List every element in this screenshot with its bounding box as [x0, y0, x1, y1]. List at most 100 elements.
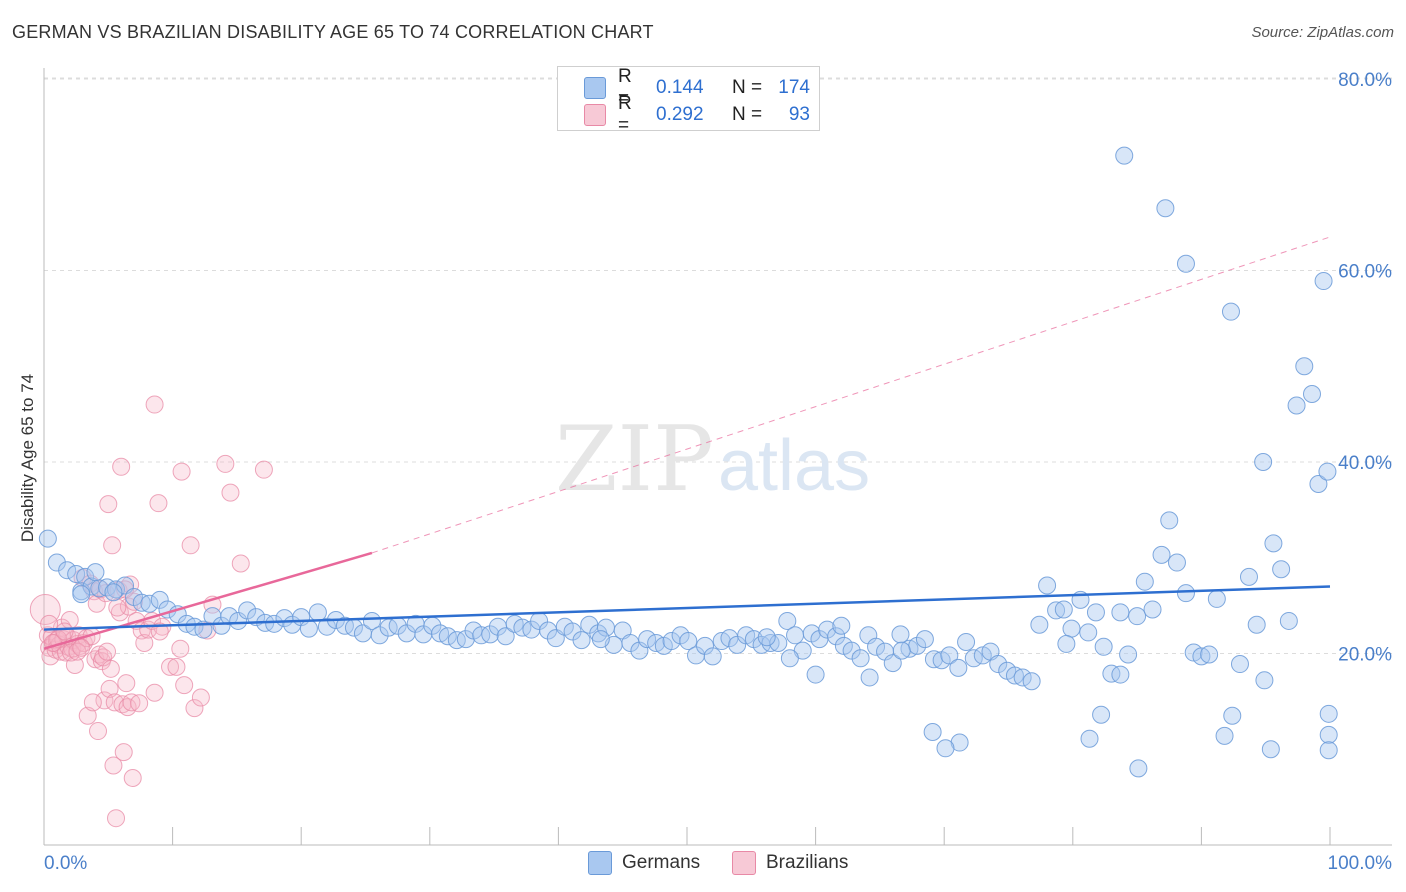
german-point [229, 611, 248, 630]
y-tick-label: 60.0% [1338, 262, 1392, 283]
brazilian-point [100, 679, 119, 698]
german-point [1057, 634, 1076, 653]
german-point [842, 641, 861, 660]
german-point [1287, 396, 1306, 415]
german-point [104, 583, 123, 602]
brazilian-point [254, 460, 273, 479]
german-point [1160, 511, 1179, 530]
german-point [1005, 666, 1024, 685]
brazilian-point [72, 638, 91, 657]
brazilian-trend-extension [371, 236, 1331, 554]
german-point [1111, 603, 1130, 622]
correlation-legend: R = 0.144 N = 174 R = 0.292 N = 93 [557, 66, 820, 136]
german-point [949, 658, 968, 677]
legend-n-value-brazilians: 93 [788, 104, 810, 125]
german-point [1143, 600, 1162, 619]
german-point [780, 649, 799, 668]
brazilian-point [167, 657, 186, 676]
brazilian-point [55, 622, 74, 641]
german-point [1156, 199, 1175, 218]
brazilian-point [117, 674, 136, 693]
tick-labels: 20.0% 40.0% 60.0% 80.0% 0.0% 100.0% [44, 70, 1392, 874]
german-point [212, 616, 231, 635]
x-tick-label: 0.0% [44, 853, 87, 874]
legend-swatch-brazilians [584, 104, 606, 126]
german-point [38, 529, 57, 548]
german-point [1309, 475, 1328, 494]
german-point [1047, 601, 1066, 620]
german-point [1135, 572, 1154, 591]
german-point [883, 654, 902, 673]
german-point [1115, 146, 1134, 165]
german-point [140, 594, 159, 613]
axes [43, 68, 1392, 846]
german-point [1319, 741, 1338, 760]
brazilian-point [145, 395, 164, 414]
german-point [591, 630, 610, 649]
german-point [1264, 534, 1283, 553]
german-point [1319, 704, 1338, 723]
brazilian-point [175, 676, 194, 695]
german-point [317, 617, 336, 636]
german-point [220, 607, 239, 626]
german-point [1200, 645, 1219, 664]
german-point [1038, 576, 1057, 595]
bottom-legend-germans[interactable]: Germans [588, 851, 700, 875]
german-point [1247, 615, 1266, 634]
chart-title: GERMAN VS BRAZILIAN DISABILITY AGE 65 TO… [12, 22, 654, 42]
bottom-legend-swatch-germans [588, 851, 612, 875]
legend-r-value-germans: 0.144 [656, 77, 704, 98]
german-point [806, 665, 825, 684]
legend-r-value-brazilians: 0.292 [656, 104, 704, 125]
german-point [769, 633, 788, 652]
german-point [1230, 655, 1249, 674]
german-point [238, 601, 257, 620]
german-point [86, 563, 105, 582]
brazilian-point [150, 622, 169, 641]
german-point [1086, 603, 1105, 622]
german-point [778, 611, 797, 630]
trend-lines [43, 236, 1331, 650]
german-point [696, 636, 715, 655]
german-point [496, 627, 515, 646]
german-point [539, 621, 558, 640]
brazilian-point [87, 594, 106, 613]
german-point [1239, 567, 1258, 586]
legend-n-value-germans: 174 [778, 77, 810, 98]
german-point [438, 627, 457, 646]
german-point [1079, 623, 1098, 642]
german-point [1255, 671, 1274, 690]
brazilian-point [112, 457, 131, 476]
brazilian-point [149, 494, 168, 513]
german-point [1030, 615, 1049, 634]
legend-r-label: R = [618, 66, 632, 109]
german-point [82, 577, 101, 596]
brazilian-point [83, 693, 102, 712]
german-point [1129, 759, 1148, 778]
german-point [679, 632, 698, 651]
german-point [132, 593, 151, 612]
german-point [107, 580, 126, 599]
legend-n-label: N = [732, 104, 763, 125]
german-point [923, 723, 942, 742]
y-tick-label: 40.0% [1338, 453, 1392, 474]
german-point [757, 628, 776, 647]
german-point [860, 668, 879, 687]
brazilian-point [29, 593, 61, 625]
brazilian-point [122, 693, 141, 712]
bottom-legend-brazilians[interactable]: Brazilians [732, 851, 848, 875]
german-point [447, 631, 466, 650]
german-point [867, 637, 886, 656]
german-point [1167, 553, 1186, 572]
german-point [936, 739, 955, 758]
brazilian-point [104, 756, 123, 775]
german-point [957, 633, 976, 652]
german-point [1022, 672, 1041, 691]
brazilian-point [216, 454, 235, 473]
german-point [891, 625, 910, 644]
german-point [47, 553, 66, 572]
german-point [940, 646, 959, 665]
bottom-legend-swatch-brazilians [732, 851, 756, 875]
brazilian-point [116, 580, 135, 599]
